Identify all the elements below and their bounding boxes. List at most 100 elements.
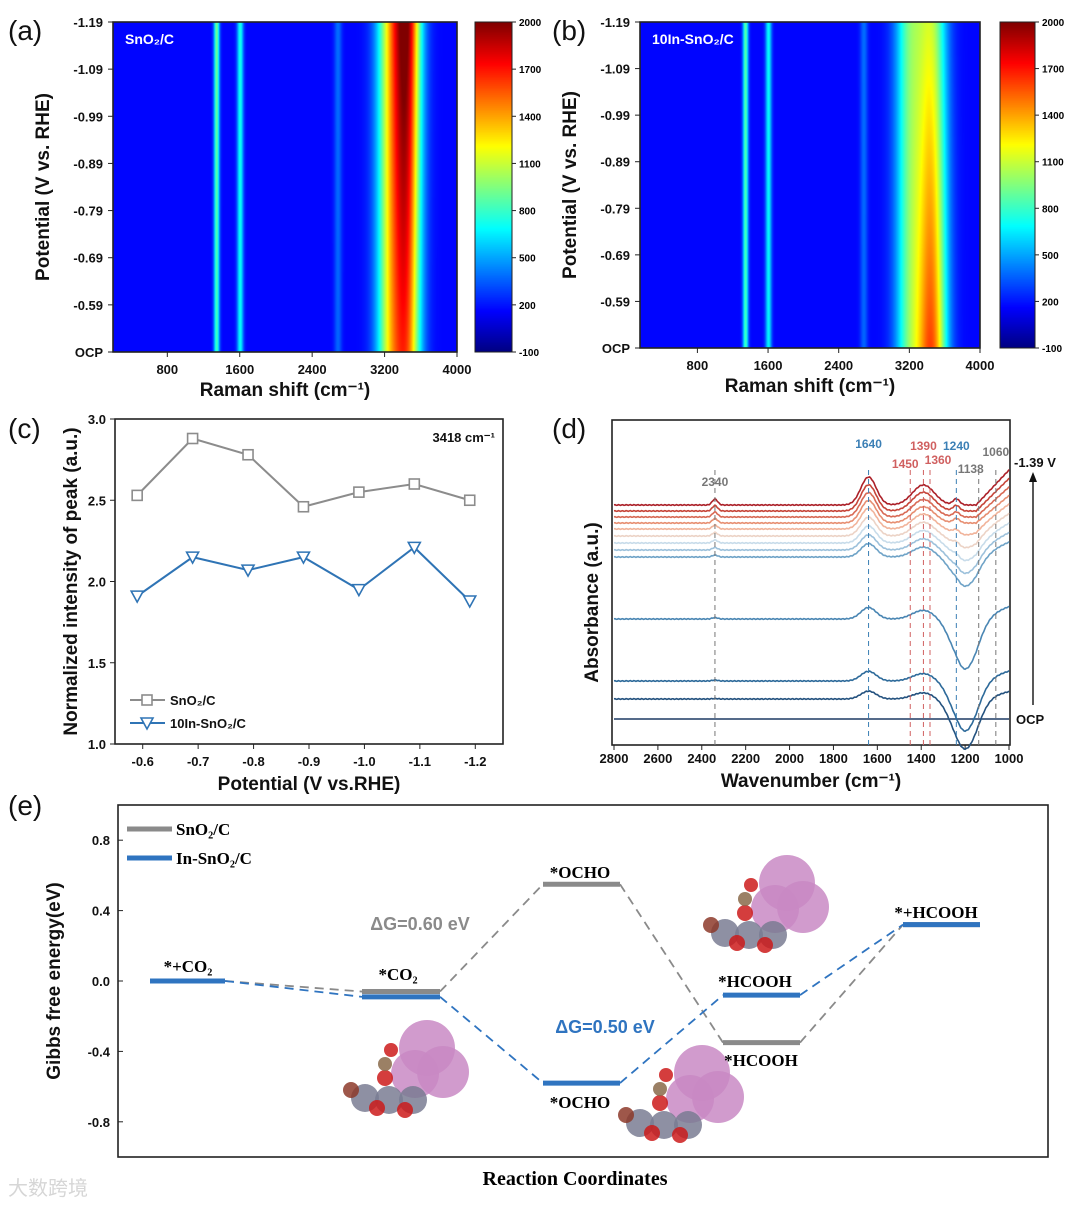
- state-label: *HCOOH: [724, 1051, 798, 1070]
- colorbar-tick-label: 1400: [1042, 111, 1065, 122]
- y-tick-label: OCP: [75, 345, 104, 360]
- colorbar-tick-label: 200: [1042, 297, 1059, 308]
- y-tick-label: -0.79: [600, 201, 630, 216]
- bottom-spectrum-label: OCP: [1016, 712, 1045, 727]
- annotation: 3418 cm⁻¹: [432, 430, 495, 445]
- atom-sphere: [369, 1100, 385, 1116]
- x-tick-label: -0.9: [298, 754, 320, 769]
- x-tick-label: -1.2: [464, 754, 486, 769]
- y-tick-label: 1.0: [88, 737, 106, 752]
- spectrum-line: [613, 670, 1010, 733]
- x-axis-label: Wavenumber (cm⁻¹): [721, 771, 901, 792]
- colorbar-frame: [474, 21, 513, 353]
- delta-g-annotation: ΔG=0.50 eV: [555, 1017, 655, 1037]
- sample-label: 10In-SnO₂/C: [652, 31, 734, 47]
- legend-label: SnO₂/C: [176, 820, 230, 839]
- y-tick-label: -0.79: [73, 204, 103, 219]
- y-tick-label: 0.0: [92, 974, 110, 989]
- atom-sphere: [751, 885, 799, 933]
- state-label: *HCOOH: [718, 972, 792, 991]
- data-point-square: [186, 432, 199, 445]
- x-tick-label: 1600: [225, 362, 254, 377]
- x-axis-label: Raman shift (cm⁻¹): [725, 376, 896, 397]
- arrow-head-icon: [1029, 472, 1037, 482]
- peak-label: 1360: [925, 453, 952, 467]
- energy-connector: [799, 924, 904, 1044]
- y-tick-label: -0.89: [73, 156, 103, 171]
- x-axis-label: Reaction Coordinates: [483, 1168, 668, 1190]
- energy-connector: [619, 883, 724, 1044]
- data-point-triangle: [185, 551, 200, 565]
- atom-sphere: [672, 1127, 688, 1143]
- legend-label: SnO₂/C: [170, 693, 216, 708]
- energy-connector: [439, 996, 544, 1084]
- x-tick-label: 4000: [443, 362, 472, 377]
- peak-label: 1390: [910, 439, 937, 453]
- top-spectrum-label: -1.39 V: [1014, 455, 1056, 470]
- peak-label: 2340: [702, 475, 729, 489]
- x-axis-label: Raman shift (cm⁻¹): [200, 380, 371, 401]
- x-tick-label: 1600: [863, 751, 892, 766]
- x-tick-label: 2000: [775, 751, 804, 766]
- x-tick-label: 1200: [951, 751, 980, 766]
- peak-label: 1240: [943, 439, 970, 453]
- x-tick-label: 3200: [370, 362, 399, 377]
- panel-label: (a): [8, 15, 42, 46]
- colorbar-tick-label: 2000: [519, 18, 542, 29]
- atom-sphere: [744, 878, 758, 892]
- energy-connector: [439, 883, 544, 993]
- y-tick-label: -1.09: [73, 62, 103, 77]
- y-tick-label: -0.69: [73, 251, 103, 266]
- colorbar-a: [475, 22, 512, 352]
- legend-label: 10In-SnO₂/C: [170, 716, 246, 731]
- y-tick-label: -0.99: [600, 108, 630, 123]
- colorbar-tick-label: 800: [1042, 204, 1059, 215]
- data-point-square: [463, 494, 476, 507]
- y-axis-label: Potential (V vs. RHE): [33, 93, 54, 281]
- colorbar-tick-label: 1100: [519, 159, 541, 170]
- spectrum-line: [613, 503, 1010, 536]
- colorbar-tick-label: 200: [519, 301, 536, 312]
- atom-sphere: [659, 1068, 673, 1082]
- data-point-square: [131, 489, 143, 502]
- atom-sphere: [618, 1107, 634, 1123]
- atom-sphere: [703, 917, 719, 933]
- atom-sphere: [397, 1102, 413, 1118]
- y-axis-label: Absorbance (a.u.): [582, 522, 603, 682]
- y-axis-label: Normalized intensity of peak (a.u.): [61, 427, 82, 735]
- y-tick-label: -0.59: [73, 298, 103, 313]
- data-point-square: [297, 500, 310, 513]
- y-tick-label: -0.69: [600, 248, 630, 263]
- atom-sphere: [666, 1075, 714, 1123]
- x-tick-label: 2400: [687, 751, 716, 766]
- legend-label: In-SnO₂/C: [176, 849, 252, 868]
- x-tick-label: 2800: [600, 751, 629, 766]
- atom-sphere: [653, 1082, 667, 1096]
- x-tick-label: 800: [156, 362, 178, 377]
- y-tick-label: -1.19: [73, 15, 103, 30]
- spectrum-line: [613, 541, 1010, 588]
- data-point-square: [353, 486, 365, 498]
- legend-marker: [141, 694, 153, 706]
- x-tick-label: -1.1: [409, 754, 431, 769]
- atom-sphere: [738, 892, 752, 906]
- data-point-square: [242, 448, 254, 461]
- spectrum-line: [613, 486, 1010, 519]
- panel-label: (d): [552, 413, 586, 444]
- data-point-triangle: [351, 583, 367, 598]
- panel-label: (c): [8, 413, 41, 444]
- colorbar-tick-label: -100: [519, 348, 539, 359]
- panel-label: (e): [8, 790, 42, 821]
- data-point-square: [408, 478, 421, 490]
- colorbar-b: [1000, 22, 1035, 348]
- y-tick-label: -0.99: [73, 109, 103, 124]
- x-tick-label: -0.7: [187, 754, 209, 769]
- y-tick-label: -0.4: [88, 1044, 111, 1059]
- spectrum-line: [613, 531, 1010, 575]
- x-tick-label: 1800: [819, 751, 848, 766]
- atom-sphere: [757, 937, 773, 953]
- y-tick-label: -0.59: [600, 294, 630, 309]
- x-tick-label: 1400: [907, 751, 936, 766]
- colorbar-tick-label: 1700: [1042, 65, 1065, 76]
